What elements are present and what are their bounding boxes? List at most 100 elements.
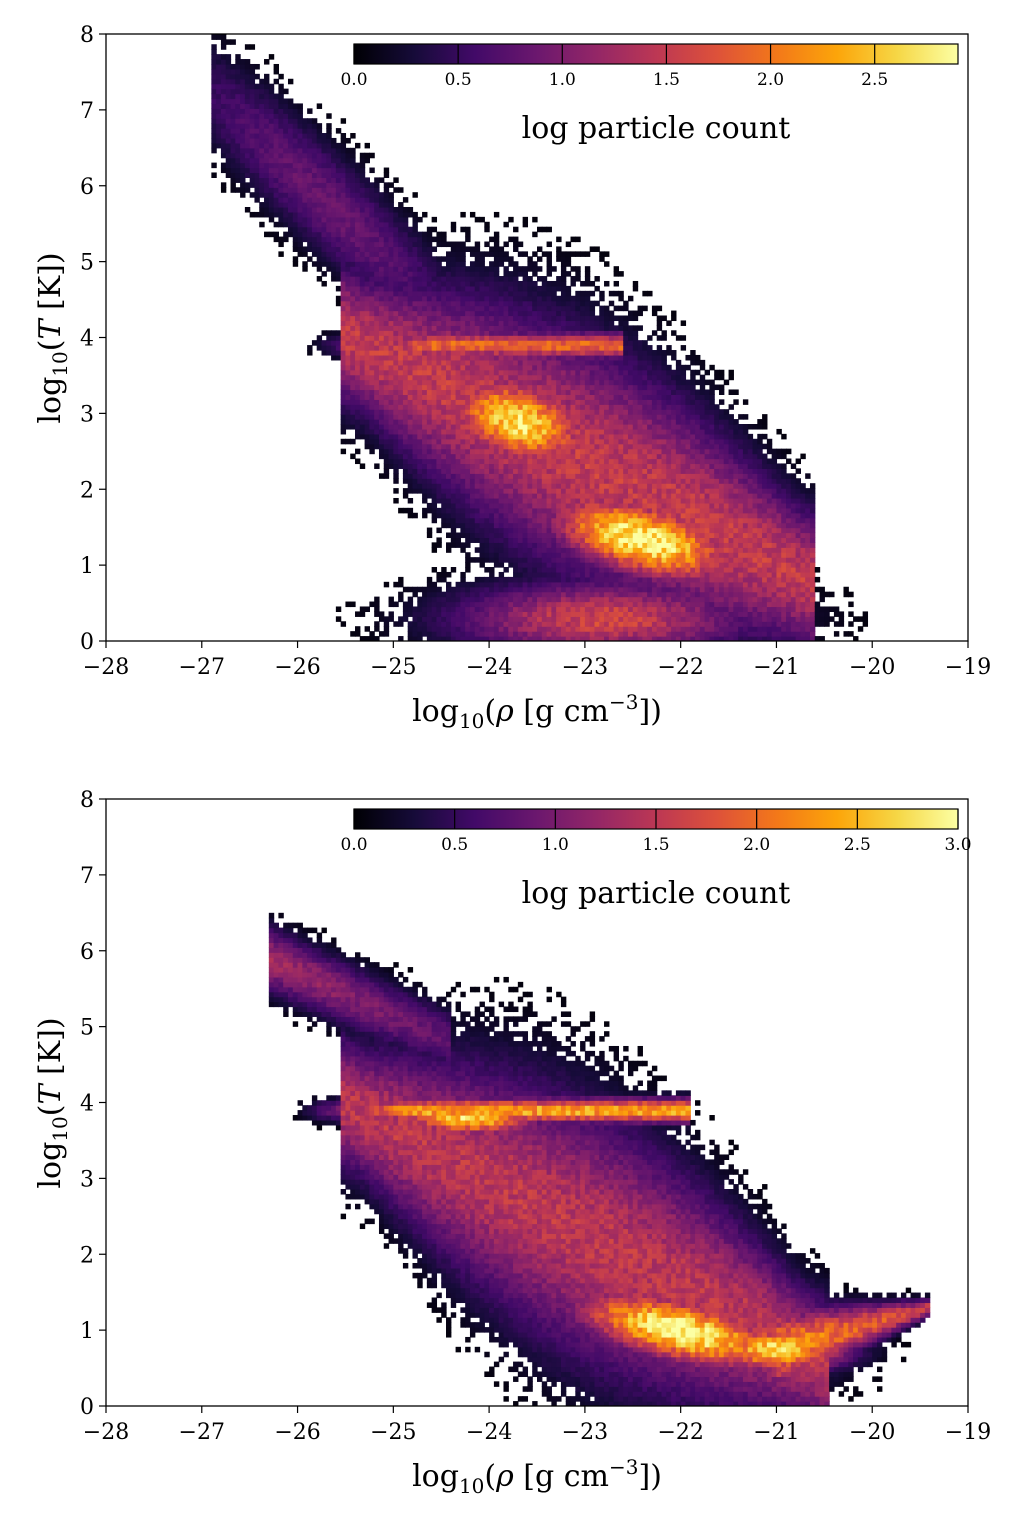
heatmap-cell [446, 310, 452, 317]
heatmap-cell [556, 345, 562, 351]
heatmap-cell [436, 606, 442, 613]
heatmap-cell [422, 359, 428, 366]
heatmap-cell [546, 369, 552, 376]
heatmap-cell [388, 266, 394, 272]
heatmap-cell [455, 364, 461, 371]
heatmap-cell [517, 419, 524, 425]
heatmap-cell [474, 379, 481, 386]
heatmap-cell [436, 295, 442, 302]
heatmap-cell [460, 394, 466, 400]
heatmap-cell [613, 571, 620, 578]
heatmap-cell [484, 394, 490, 400]
heatmap-cell [469, 285, 476, 292]
heatmap-cell [599, 483, 605, 489]
heatmap-cell [211, 34, 217, 40]
heatmap-cell [489, 345, 495, 351]
heatmap-cell [369, 241, 375, 248]
heatmap-cell [450, 394, 457, 400]
heatmap-cell [254, 187, 260, 193]
heatmap-cell [287, 162, 294, 169]
heatmap-cell [450, 404, 457, 410]
heatmap-cell [278, 133, 284, 139]
heatmap-cell [613, 512, 620, 519]
heatmap-cell [264, 118, 270, 124]
heatmap-cell [273, 206, 279, 213]
heatmap-cell [431, 305, 438, 312]
heatmap-cell [407, 596, 414, 603]
heatmap-cell [426, 345, 433, 351]
heatmap-cell [431, 409, 438, 415]
heatmap-cell [407, 631, 414, 637]
heatmap-cell [268, 162, 275, 169]
heatmap-cell [383, 354, 390, 361]
heatmap-cell [287, 197, 294, 203]
heatmap-cell [527, 557, 533, 563]
heatmap-cell [364, 606, 370, 613]
heatmap-cell [374, 414, 380, 420]
heatmap-cell [537, 527, 543, 534]
heatmap-cell [335, 157, 342, 164]
heatmap-cell [613, 527, 620, 534]
heatmap-cell [489, 507, 495, 514]
heatmap-cell [465, 606, 471, 613]
heatmap-cell [412, 216, 418, 223]
heatmap-cell [402, 384, 409, 391]
heatmap-cell [604, 325, 610, 331]
heatmap-cell [527, 310, 533, 317]
heatmap-cell [378, 310, 385, 317]
heatmap-cell [589, 517, 596, 524]
heatmap-cell [556, 606, 562, 613]
heatmap-cell [220, 39, 227, 45]
heatmap-cell [565, 285, 572, 292]
heatmap-cell [465, 364, 471, 371]
heatmap-cell [446, 636, 452, 641]
heatmap-cell [469, 345, 476, 351]
heatmap-cell [359, 295, 366, 302]
heatmap-cell [402, 463, 409, 469]
heatmap-cell [417, 350, 423, 356]
heatmap-cell [565, 315, 572, 322]
heatmap-cell [479, 325, 485, 331]
heatmap-cell [446, 335, 452, 341]
heatmap-cell [412, 280, 418, 287]
heatmap-cell [541, 576, 548, 583]
heatmap-cell [446, 389, 452, 395]
heatmap-cell [450, 276, 457, 282]
heatmap-cell [446, 517, 452, 524]
heatmap-cell [546, 424, 552, 430]
heatmap-cell [259, 137, 265, 144]
heatmap-cell [388, 404, 394, 410]
heatmap-cell [355, 177, 361, 183]
heatmap-cell [508, 389, 514, 395]
heatmap-cell [292, 261, 299, 267]
heatmap-cell [522, 433, 529, 440]
heatmap-cell [412, 438, 418, 445]
heatmap-cell [532, 271, 538, 277]
heatmap-cell [580, 433, 586, 440]
heatmap-cell [412, 320, 418, 326]
heatmap-cell [594, 246, 600, 252]
heatmap-cell [541, 611, 548, 617]
heatmap-cell [565, 571, 572, 578]
heatmap-cell [326, 206, 332, 213]
heatmap-cell [450, 458, 457, 465]
heatmap-cell [465, 384, 471, 391]
heatmap-cell [307, 147, 313, 154]
heatmap-cell [340, 621, 347, 627]
heatmap-cell [350, 310, 356, 317]
heatmap-cell [546, 320, 552, 326]
heatmap-cell [378, 276, 385, 282]
heatmap-cell [345, 305, 351, 312]
heatmap-cell [460, 443, 466, 450]
heatmap-cell [599, 315, 605, 322]
heatmap-cell [493, 497, 500, 504]
heatmap-cell [431, 497, 438, 504]
heatmap-cell [383, 261, 390, 267]
heatmap-cell [570, 488, 576, 494]
heatmap-cell [331, 354, 337, 361]
heatmap-cell [436, 463, 442, 469]
heatmap-cell [604, 350, 610, 356]
heatmap-cell [355, 448, 361, 455]
heatmap-cell [412, 335, 418, 341]
heatmap-cell [508, 473, 514, 479]
